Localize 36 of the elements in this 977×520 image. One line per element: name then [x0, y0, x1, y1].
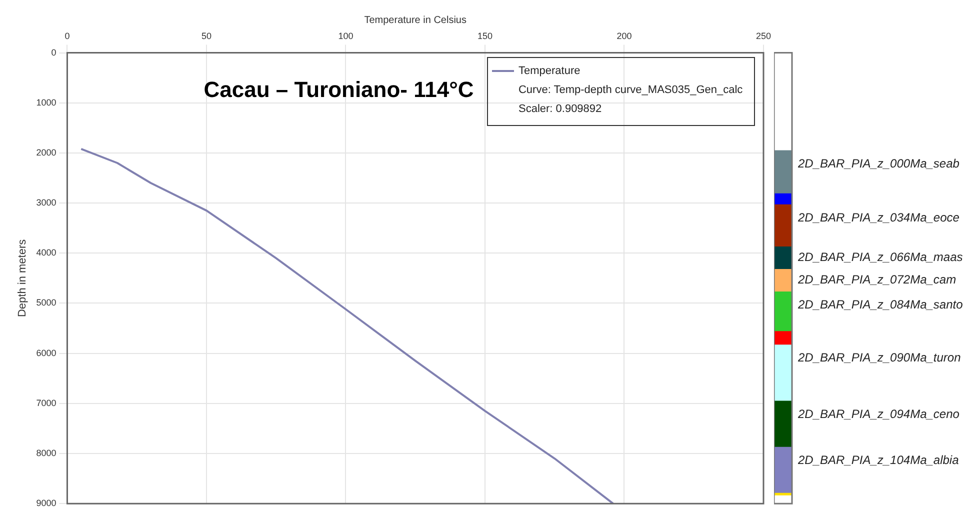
series-label: 2D_BAR_PIA_z_034Ma_eoce	[797, 210, 960, 224]
bar	[774, 344, 792, 401]
y-tick-label: 4000	[36, 248, 56, 258]
x-tick-label: 50	[201, 30, 212, 41]
y-tick-label: 6000	[36, 348, 56, 358]
x-axis-title: Temperature in Celsius	[364, 14, 466, 26]
bar	[774, 150, 792, 194]
x-tick-label: 200	[616, 30, 632, 41]
series-label: 2D_BAR_PIA_z_090Ma_turon	[797, 350, 962, 365]
series-label: 2D_BAR_PIA_z_000Ma_seab	[797, 156, 960, 170]
y-tick-label: 1000	[36, 97, 56, 108]
series-label: 2D_BAR_PIA_z_094Ma_ceno	[797, 406, 960, 421]
annotation: Curve: Temp-depth curve_MAS035_Gen_calc	[517, 82, 744, 98]
y-tick-label: 7000	[36, 398, 56, 408]
x-tick-label: 0	[64, 30, 70, 41]
bar	[774, 204, 792, 246]
series-label: 2D_BAR_PIA_z_104Ma_albia	[797, 452, 960, 467]
x-tick-label: 150	[477, 30, 492, 41]
legend-label: Temperature	[518, 65, 580, 78]
y-tick-label: 3000	[36, 198, 56, 208]
bar	[774, 400, 792, 447]
series-label: 2D_BAR_PIA_z_072Ma_cam	[797, 272, 956, 286]
series-label: 2D_BAR_PIA_z_084Ma_santo	[797, 298, 964, 312]
y-tick-label: 8000	[36, 448, 56, 458]
x-tick-label: 250	[756, 30, 772, 41]
annotation: Scaler: 0.909892	[517, 102, 603, 117]
bar	[774, 290, 792, 332]
series-label: 2D_BAR_PIA_z_066Ma_maas	[797, 250, 963, 264]
text: Cacau – Turoniano- 114°C	[204, 76, 474, 102]
bar	[774, 446, 792, 493]
y-tick-label: 5000	[36, 298, 56, 308]
y-tick-label: 2000	[36, 147, 56, 158]
y-axis-title: Depth in meters	[16, 238, 29, 318]
y-tick-label: 9000	[36, 498, 56, 508]
y-tick-label: 0	[51, 47, 56, 58]
x-tick-label: 100	[338, 30, 354, 41]
